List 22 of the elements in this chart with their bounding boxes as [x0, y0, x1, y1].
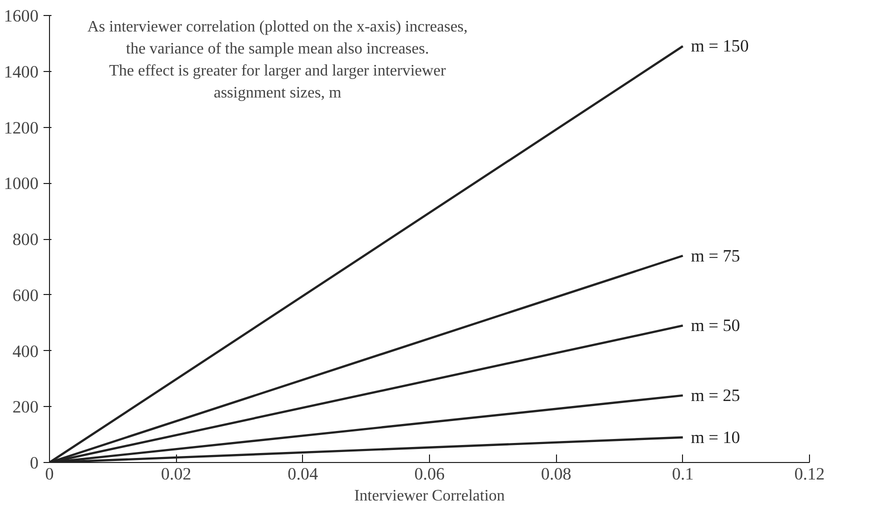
- series-label: m = 50: [690, 316, 740, 336]
- annotation: As interviewer correlation (plotted on the x-axis) increases, the variance of the sample mean also increases. The effect is greater for larger and larger interviewer assignment sizes, m: [87, 18, 468, 102]
- series-label: m = 25: [690, 386, 740, 405]
- y-tick-label: 800: [12, 230, 39, 249]
- x-tick-label: 0.12: [794, 464, 825, 484]
- y-tick-label: 1600: [4, 6, 38, 26]
- series-label: m = 75: [690, 246, 740, 266]
- x-tick-label: 0.06: [414, 464, 445, 484]
- y-tick-label: 1400: [4, 62, 38, 82]
- x-tick-label: 0.1: [672, 464, 694, 484]
- x-axis-title: Interviewer Correlation: [354, 488, 505, 504]
- y-tick-label: 1000: [4, 174, 38, 194]
- y-tick-label: 200: [12, 398, 39, 417]
- x-tick-label: 0.02: [161, 464, 192, 484]
- series-label: m = 150: [690, 36, 749, 56]
- series-label: m = 10: [690, 428, 740, 447]
- y-tick-label: 400: [12, 342, 39, 361]
- x-tick-label: 0.04: [288, 464, 318, 484]
- y-tick-label: 1200: [4, 118, 38, 138]
- y-tick-label: 600: [12, 286, 39, 305]
- x-tick-label: 0.08: [541, 464, 572, 484]
- x-tick-label: 0: [45, 464, 54, 484]
